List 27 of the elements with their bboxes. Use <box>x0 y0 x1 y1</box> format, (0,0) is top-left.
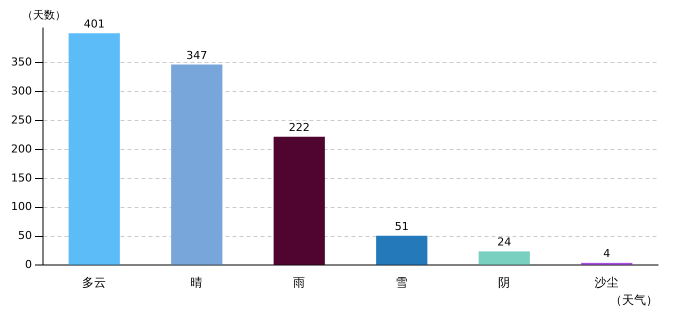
x-axis-title: （天气） <box>610 292 658 307</box>
y-tick-label: 200 <box>10 142 32 156</box>
x-tick-label: 阴 <box>498 276 510 290</box>
bar <box>68 33 120 265</box>
data-label: 51 <box>394 220 409 234</box>
bar <box>171 64 222 265</box>
data-label: 347 <box>186 48 208 62</box>
data-label: 222 <box>288 121 310 134</box>
x-tick-label: 晴 <box>190 276 203 290</box>
y-tick-label: 250 <box>10 113 32 126</box>
bar <box>274 136 325 265</box>
y-tick-label: 300 <box>10 84 32 98</box>
data-label: 401 <box>84 18 105 31</box>
bar <box>376 236 428 265</box>
x-tick-label: 沙尘 <box>594 276 619 290</box>
x-tick-label: 雪 <box>396 276 408 290</box>
y-axis-title: （天数） <box>22 8 66 22</box>
y-tick-label: 350 <box>10 56 32 69</box>
y-tick-label: 100 <box>10 200 32 214</box>
data-label: 4 <box>603 247 610 260</box>
data-label: 24 <box>497 236 512 249</box>
x-tick-label: 雨 <box>293 276 306 290</box>
x-tick-label: 多云 <box>82 276 106 290</box>
y-tick-label: 50 <box>18 229 32 242</box>
bar <box>478 251 530 265</box>
y-tick-label: 0 <box>24 258 32 272</box>
y-tick-label: 150 <box>10 171 32 184</box>
